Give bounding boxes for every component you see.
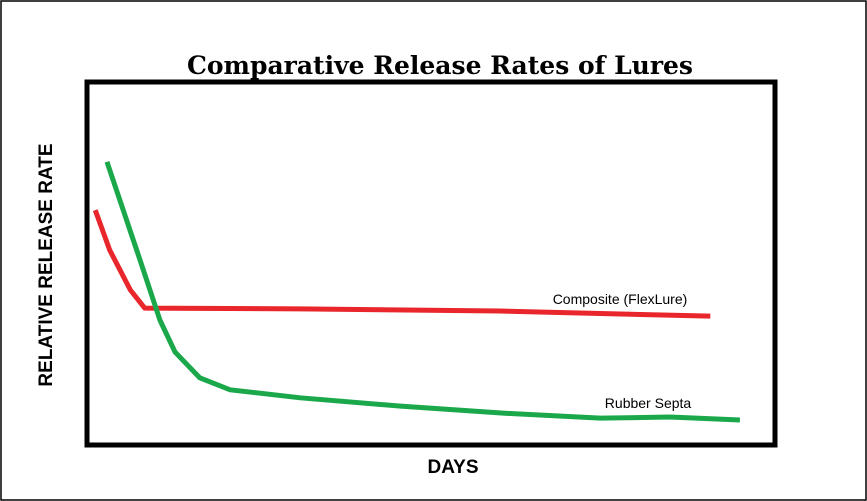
- series-label: Rubber Septa: [605, 395, 692, 411]
- chart-title: Comparative Release Rates of Lures: [187, 51, 693, 80]
- series-line: [104, 161, 741, 423]
- series-label: Composite (FlexLure): [553, 291, 688, 307]
- series-line: [92, 209, 711, 319]
- y-axis-label: RELATIVE RELEASE RATE: [36, 143, 57, 386]
- x-axis-label: DAYS: [427, 457, 478, 478]
- plot-frame: [84, 79, 778, 448]
